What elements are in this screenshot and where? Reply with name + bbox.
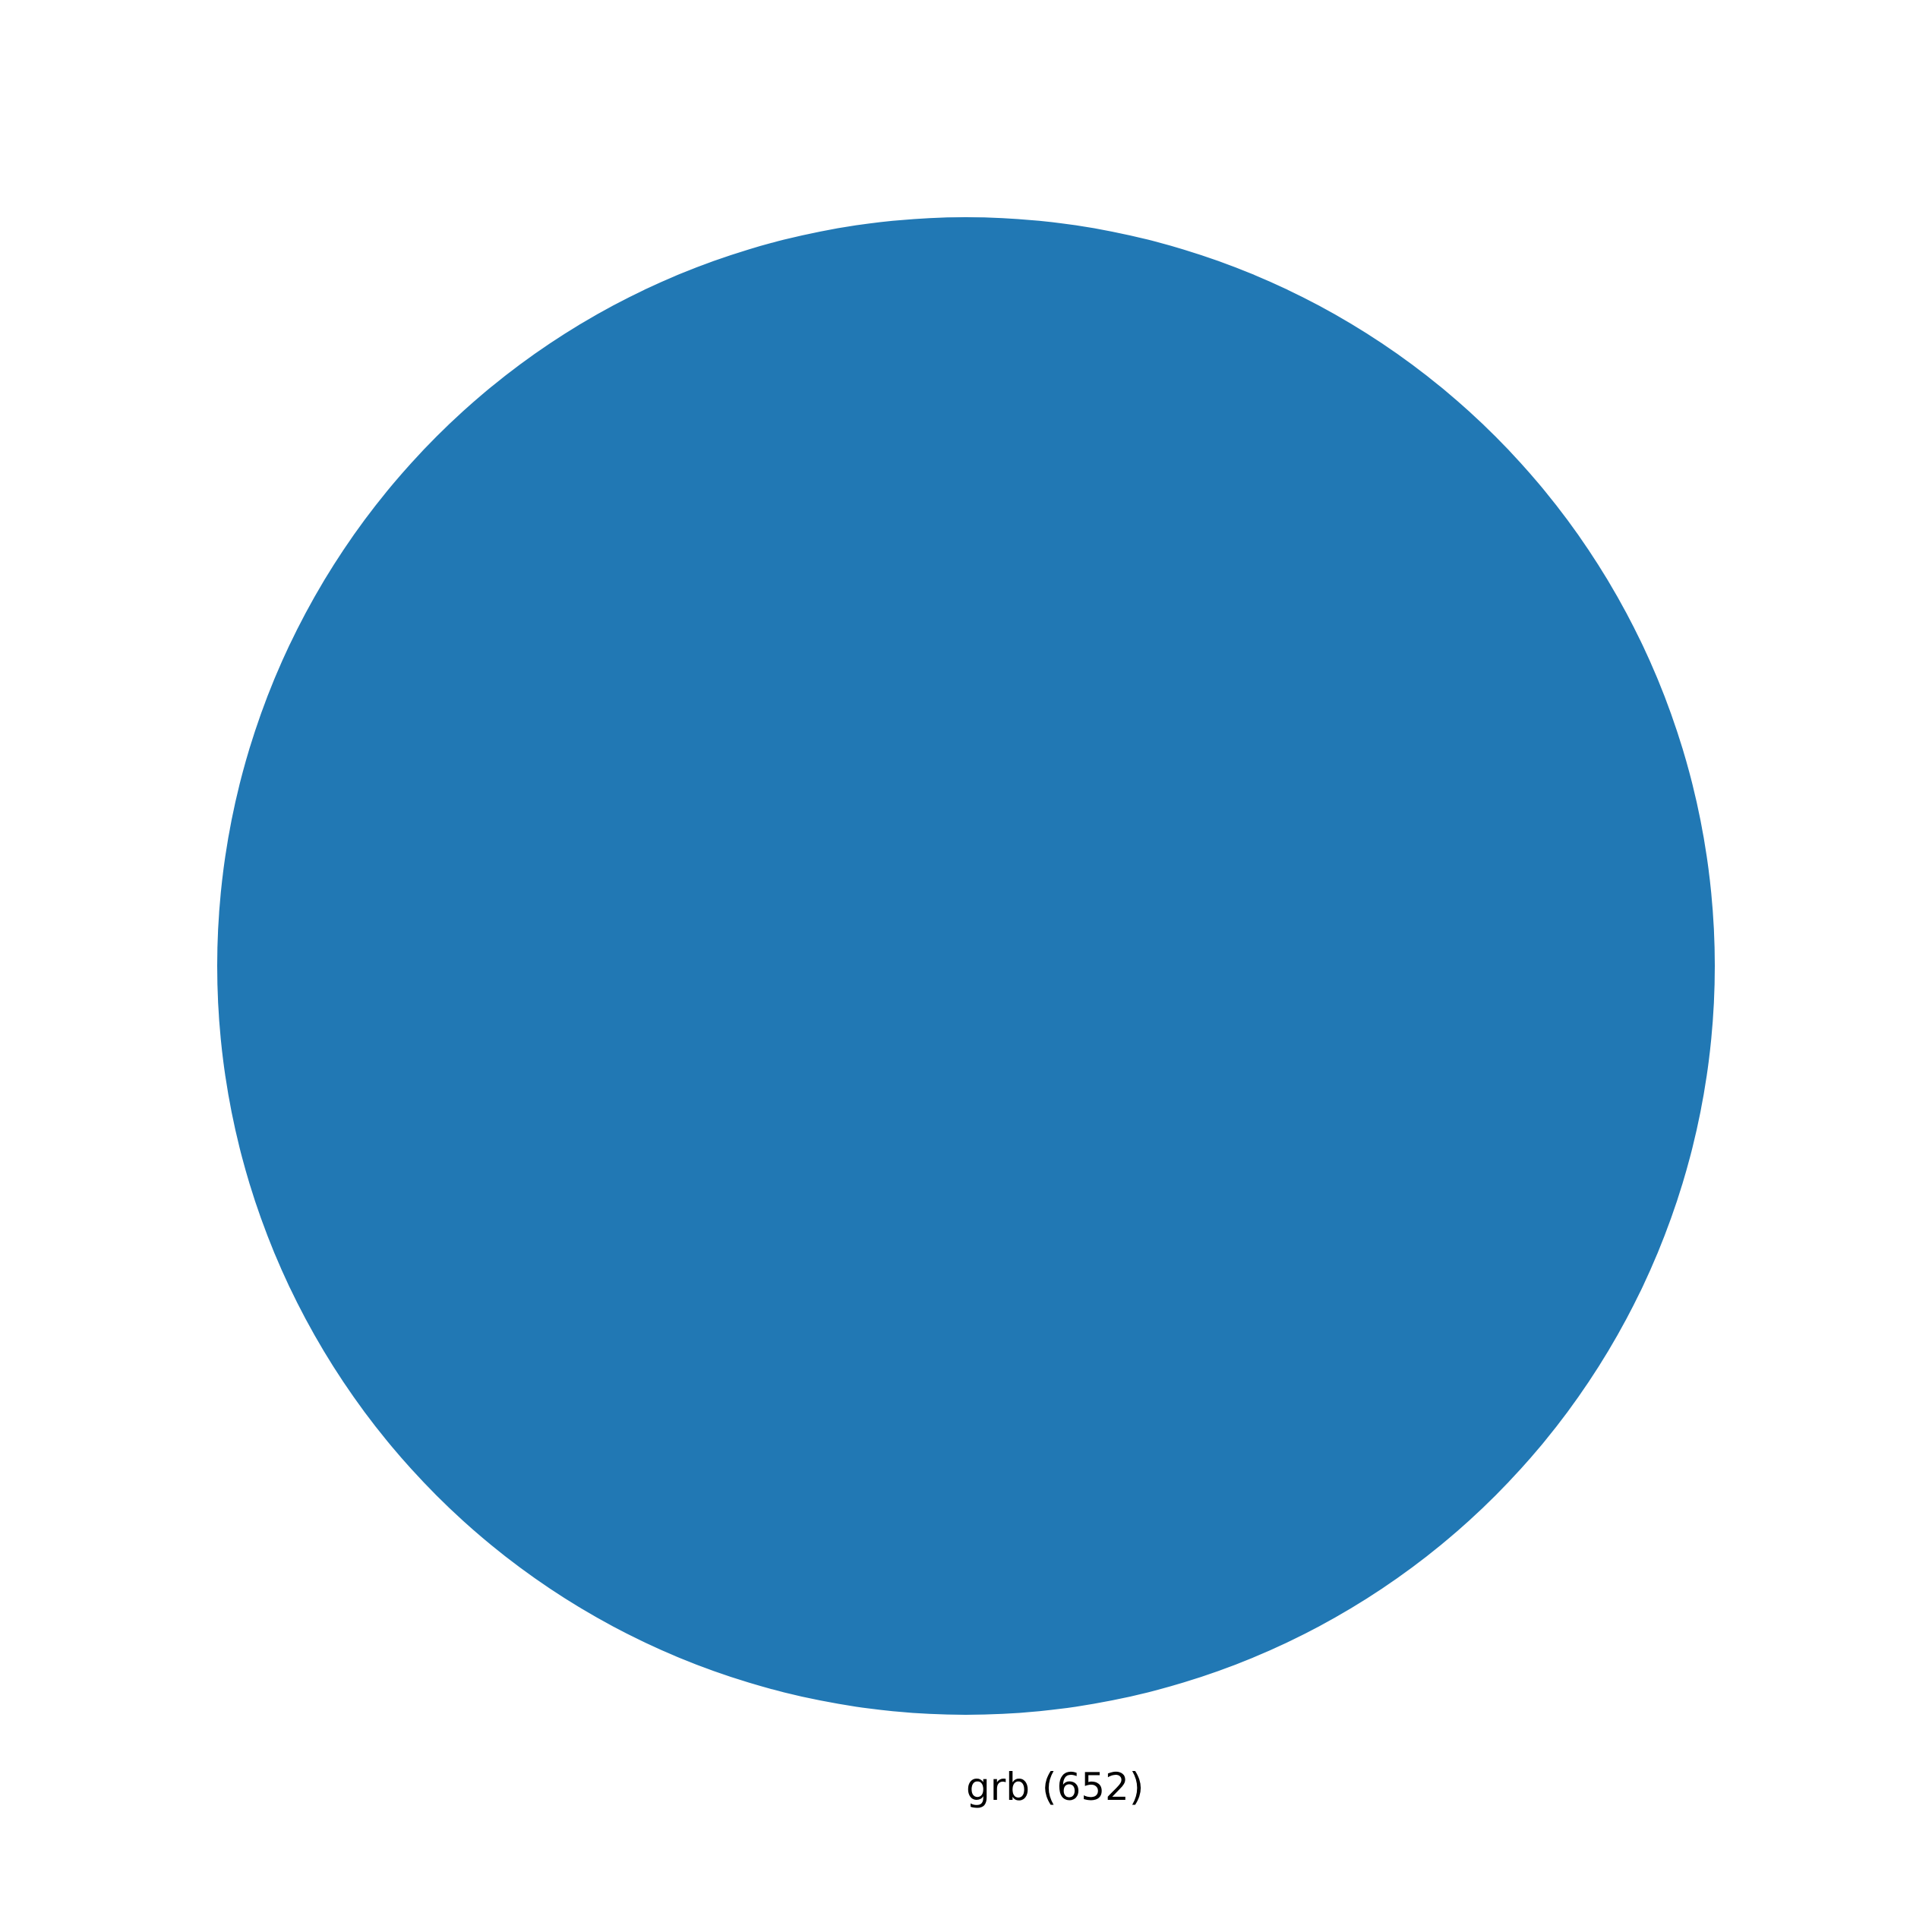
pie-slice-grb xyxy=(217,217,1715,1715)
pie-slices xyxy=(217,217,1715,1715)
pie-labels: grb (652) xyxy=(966,1765,1144,1809)
pie-slice-label: grb (652) xyxy=(966,1765,1144,1809)
